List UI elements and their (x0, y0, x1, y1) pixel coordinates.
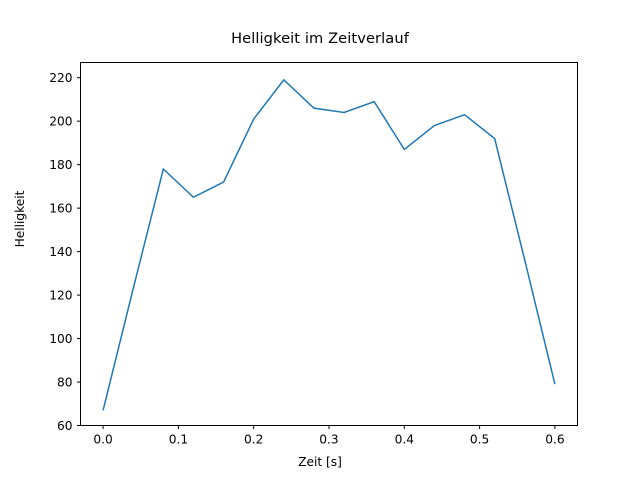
x-axis-label: Zeit [s] (298, 455, 342, 469)
y-tick-label: 140 (49, 245, 72, 259)
x-tick-labels: 0.0 0.1 0.2 0.3 0.4 0.5 0.6 (93, 433, 564, 447)
y-tick-label: 120 (49, 288, 72, 302)
y-tick-label: 200 (49, 114, 72, 128)
x-tick-label: 0.0 (93, 433, 112, 447)
y-tick-label: 60 (57, 419, 73, 433)
data-series-line (102, 78, 556, 411)
y-axis-label: Helligkeit (13, 190, 27, 248)
x-tick-marks (102, 425, 556, 429)
y-tick-marks (77, 77, 81, 426)
x-tick-label: 0.3 (319, 433, 338, 447)
x-tick-label: 0.4 (395, 433, 415, 447)
y-tick-label: 220 (49, 71, 72, 85)
x-tick-label: 0.2 (244, 433, 263, 447)
y-tick-labels: 60 80 100 120 140 160 180 200 220 (49, 71, 72, 433)
x-tick-label: 0.1 (169, 433, 188, 447)
x-tick-label: 0.6 (545, 433, 564, 447)
y-tick-label: 100 (49, 332, 72, 346)
y-tick-label: 160 (49, 201, 72, 215)
y-tick-label: 80 (57, 375, 73, 389)
x-tick-label: 0.5 (470, 433, 489, 447)
axes-background (80, 62, 578, 426)
y-tick-label: 180 (49, 158, 72, 172)
chart-title: Helligkeit im Zeitverlauf (231, 30, 409, 47)
